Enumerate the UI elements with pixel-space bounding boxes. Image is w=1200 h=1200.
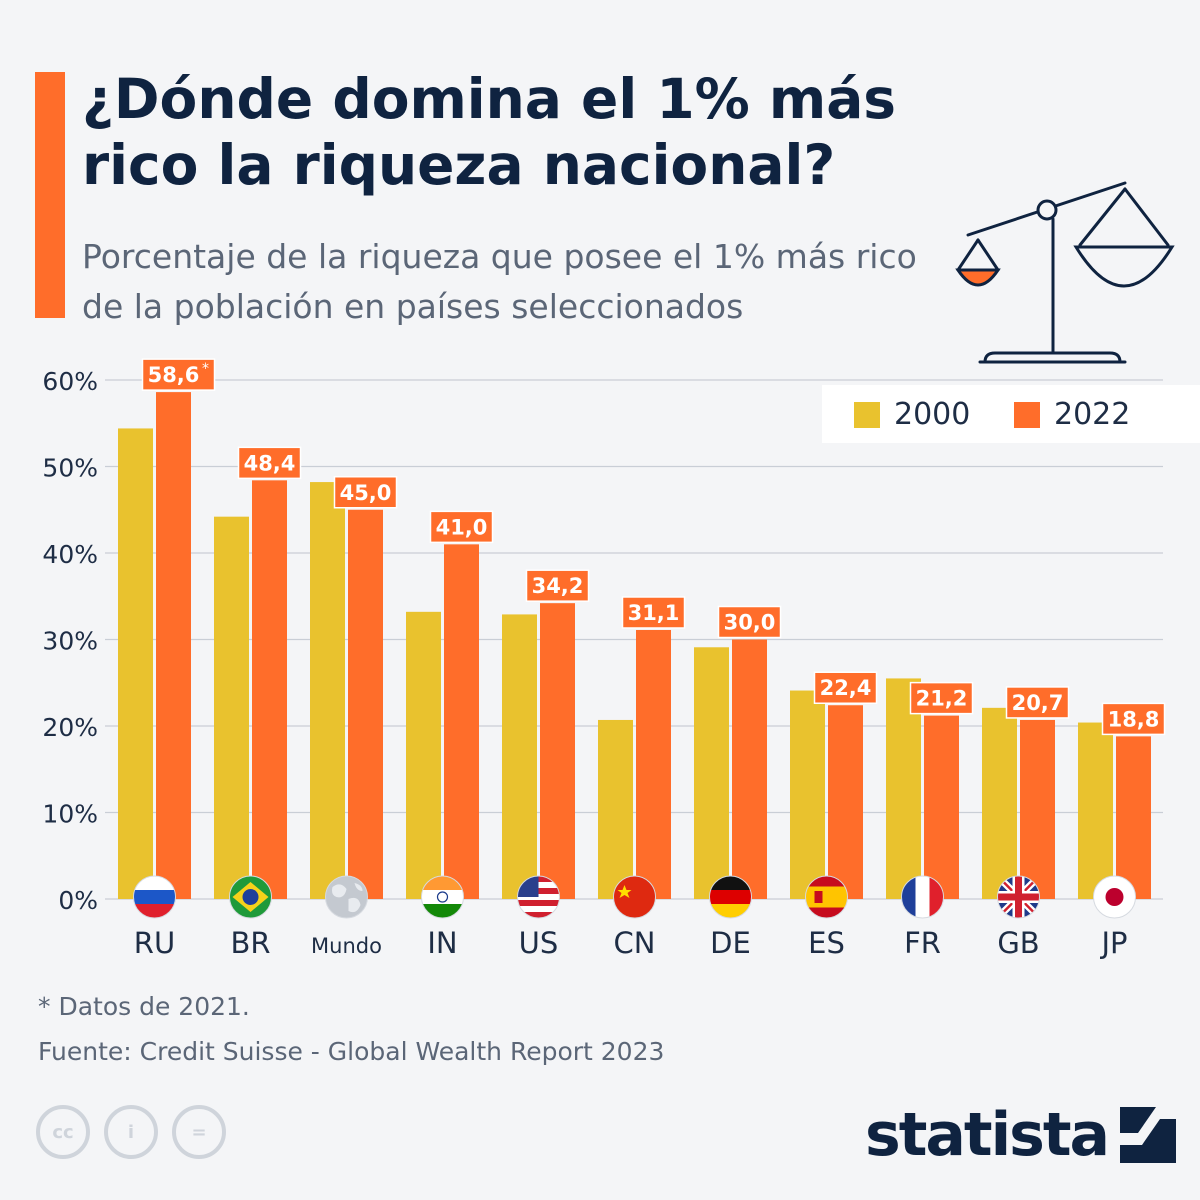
x-tick-label: ES xyxy=(808,926,845,960)
bar-2000 xyxy=(790,690,825,899)
bar-2022 xyxy=(636,629,671,899)
statista-mark-icon xyxy=(1120,1107,1177,1163)
bar-2022 xyxy=(828,705,863,899)
x-tick-label: US xyxy=(519,926,559,960)
bar-2000 xyxy=(406,611,441,899)
china-flag-icon xyxy=(613,875,656,919)
data-label: 45,0 xyxy=(340,481,392,505)
bar-2022 xyxy=(540,603,575,899)
world-globe-icon xyxy=(325,875,368,919)
bar-2022 xyxy=(444,544,479,899)
bar-2000 xyxy=(694,647,729,899)
legend-label-2022: 2022 xyxy=(1054,397,1131,432)
bar-2022 xyxy=(732,639,767,899)
data-label-footnote-mark: * xyxy=(202,361,209,377)
y-tick-label: 40% xyxy=(42,540,98,569)
chart-legend: 2000 2022 xyxy=(822,385,1200,443)
bar-2000 xyxy=(502,614,537,899)
page-subtitle: Porcentaje de la riqueza que posee el 1%… xyxy=(82,237,917,326)
data-label: 20,7 xyxy=(1012,691,1064,715)
data-label-box xyxy=(1005,686,1070,719)
x-tick-label: CN xyxy=(614,926,656,960)
bar-2000 xyxy=(1078,722,1113,899)
x-tick-label: IN xyxy=(427,926,457,960)
data-label-box xyxy=(717,605,782,639)
data-label: 21,2 xyxy=(916,687,968,711)
bar-2000 xyxy=(310,482,345,899)
bar-2022 xyxy=(348,509,383,899)
bar-2022 xyxy=(924,715,959,899)
data-label: 48,4 xyxy=(244,451,296,475)
creative-commons-icon[interactable]: cc xyxy=(36,1105,90,1159)
x-tick-label: BR xyxy=(230,926,270,960)
balance-scale-icon xyxy=(955,181,1175,364)
brazil-flag-icon xyxy=(229,875,272,919)
brand-name: statista xyxy=(865,1100,1110,1170)
x-tick-label: DE xyxy=(710,926,751,960)
footnote: * Datos de 2021. xyxy=(38,992,250,1021)
legend-item-2022: 2022 xyxy=(1014,397,1130,432)
x-tick-label: FR xyxy=(904,926,941,960)
bar-chart: 0% 10% 20% 30% 40% 50% 60% 58,6 * RU 48,4 BR 45,0 Mun… xyxy=(42,358,1166,960)
usa-flag-icon xyxy=(517,875,560,919)
uk-flag-icon xyxy=(997,875,1040,919)
data-label: 31,1 xyxy=(628,601,680,625)
data-label-box xyxy=(429,510,494,544)
bar-2022 xyxy=(156,392,191,899)
y-tick-label: 50% xyxy=(42,454,98,483)
legend-item-2000: 2000 xyxy=(854,397,970,432)
x-tick-label: RU xyxy=(134,926,175,960)
data-label: 30,0 xyxy=(724,611,776,635)
spain-flag-icon xyxy=(805,875,848,919)
data-label-box xyxy=(333,476,398,509)
data-label-box xyxy=(525,569,590,602)
x-tick-label: GB xyxy=(997,926,1039,960)
bar-2022 xyxy=(252,480,287,899)
japan-flag-icon xyxy=(1093,875,1136,919)
bar-2000 xyxy=(214,516,249,899)
data-label: 34,2 xyxy=(532,574,584,598)
x-tick-label: Mundo xyxy=(311,934,382,958)
bar-2000 xyxy=(982,707,1017,899)
data-label-box xyxy=(237,446,302,480)
data-label: 22,4 xyxy=(820,676,872,700)
source-note: Fuente: Credit Suisse - Global Wealth Re… xyxy=(38,1037,665,1066)
data-label-box xyxy=(1101,702,1166,736)
y-tick-label: 60% xyxy=(42,367,98,396)
france-flag-icon xyxy=(901,875,944,919)
data-label-box xyxy=(909,681,974,715)
russia-flag-icon xyxy=(133,875,176,919)
attribution-icon[interactable]: i xyxy=(104,1105,158,1159)
no-derivatives-icon[interactable]: = xyxy=(172,1105,226,1159)
y-tick-label: 0% xyxy=(58,886,98,915)
bar-2000 xyxy=(598,719,633,899)
legend-swatch-2000 xyxy=(854,401,880,428)
legend-swatch-2022 xyxy=(1014,401,1040,428)
data-label-box xyxy=(813,671,878,704)
bar-2000 xyxy=(886,678,921,899)
title-accent-bar xyxy=(35,72,65,318)
y-tick-label: 30% xyxy=(42,627,98,656)
data-label-box xyxy=(141,358,216,391)
data-label-box xyxy=(621,596,686,629)
bar-2022 xyxy=(1116,736,1151,899)
y-tick-label: 20% xyxy=(42,713,98,742)
data-label: 18,8 xyxy=(1108,707,1160,731)
x-tick-label: JP xyxy=(1099,926,1127,960)
bar-2000 xyxy=(118,428,153,899)
data-label: 41,0 xyxy=(436,515,488,539)
y-tick-label: 10% xyxy=(42,800,98,829)
germany-flag-icon xyxy=(709,875,752,919)
bar-2022 xyxy=(1020,719,1055,899)
india-flag-icon xyxy=(421,875,464,919)
statista-logo[interactable]: statista xyxy=(865,1100,1177,1170)
page-title: ¿Dónde domina el 1% más rico la riqueza … xyxy=(82,67,897,197)
license-icons: cc i = xyxy=(36,1105,226,1159)
data-label: 58,6 xyxy=(148,363,200,387)
legend-label-2000: 2000 xyxy=(894,397,971,432)
